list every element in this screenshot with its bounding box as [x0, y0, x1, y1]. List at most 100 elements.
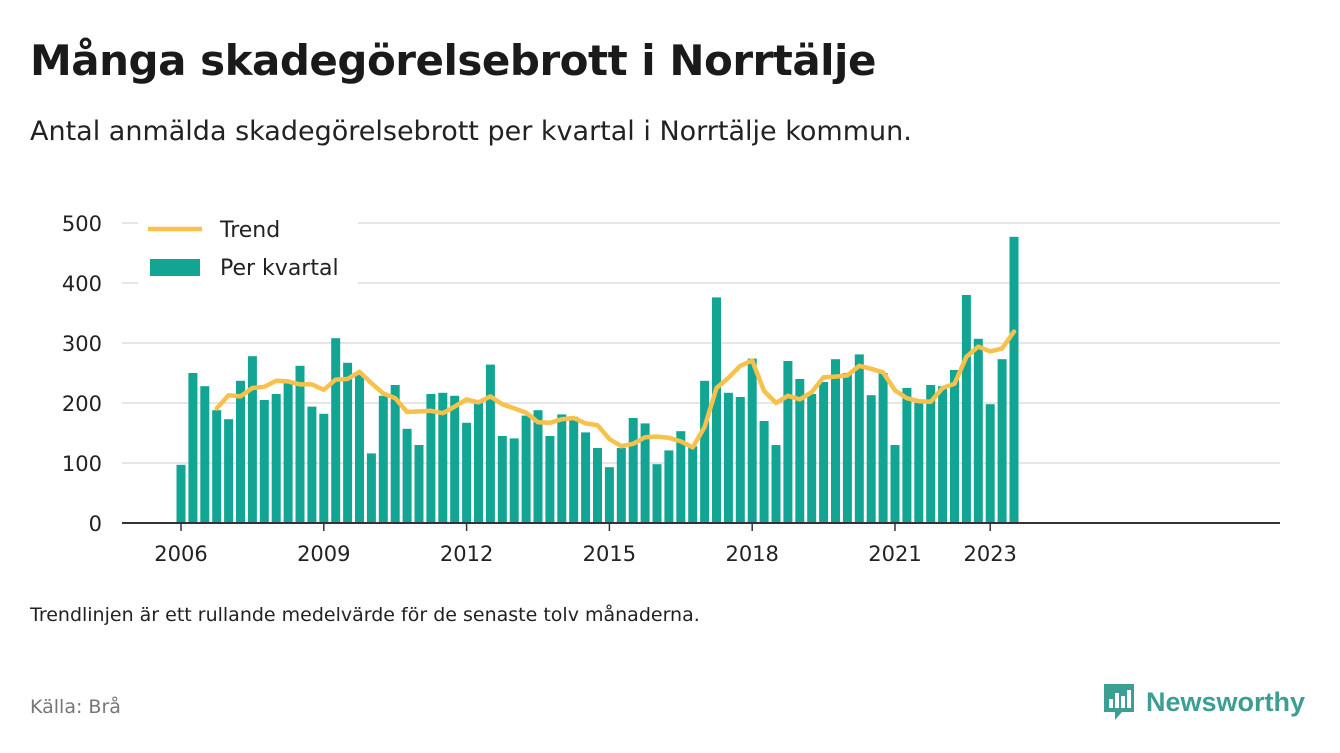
- x-tick-label: 2023: [963, 542, 1016, 566]
- bar: [247, 356, 257, 523]
- bar: [831, 359, 840, 523]
- bar: [640, 423, 650, 523]
- bar: [700, 380, 710, 523]
- bar: [366, 453, 376, 523]
- bar: [438, 392, 448, 523]
- legend: Trend Per kvartal: [138, 212, 358, 284]
- bar: [664, 450, 674, 523]
- bar: [961, 295, 971, 523]
- bar: [759, 421, 769, 523]
- bar: [926, 385, 936, 523]
- bar: [497, 436, 507, 523]
- bar: [545, 436, 555, 523]
- bar: [735, 397, 745, 523]
- y-tick-label: 300: [62, 332, 102, 356]
- bar: [331, 338, 341, 523]
- y-tick-label: 200: [62, 392, 102, 416]
- bar: [902, 388, 912, 523]
- bar: [676, 431, 686, 523]
- bar: [474, 403, 483, 523]
- y-tick-label: 400: [62, 272, 102, 296]
- bar: [938, 386, 948, 523]
- legend-bar-label: Per kvartal: [220, 256, 339, 281]
- newsworthy-bar-chart-icon: [1104, 684, 1134, 720]
- bar: [1009, 236, 1019, 524]
- chart-area: 0 100 200 300 400 500 2006 2009 2012 2015 2018 2021…: [62, 212, 1280, 566]
- bar: [295, 365, 305, 523]
- x-tick-label: 2009: [297, 542, 350, 566]
- bar: [212, 410, 222, 523]
- bar: [307, 406, 317, 523]
- x-tick-label: 2012: [440, 542, 493, 566]
- bar: [283, 383, 293, 523]
- bar: [723, 392, 733, 523]
- bar: [557, 414, 567, 523]
- bar: [628, 418, 638, 523]
- bar: [224, 419, 234, 523]
- legend-bar-swatch: [150, 259, 200, 276]
- bar: [997, 359, 1007, 523]
- bar: [533, 410, 543, 523]
- bar: [450, 395, 460, 523]
- legend-trend-label: Trend: [219, 218, 280, 243]
- brand-logo: Newsworthy: [1102, 682, 1305, 722]
- bar: [914, 403, 924, 523]
- bar: [355, 373, 364, 523]
- x-tick-label: 2015: [583, 542, 636, 566]
- bar: [509, 438, 519, 523]
- bar: [343, 362, 353, 523]
- bar: [878, 373, 888, 523]
- bar: [973, 338, 983, 523]
- y-tick-label: 0: [89, 512, 102, 536]
- bar: [950, 370, 959, 523]
- bar: [390, 385, 400, 523]
- bar: [521, 415, 531, 523]
- bar: [795, 379, 805, 523]
- y-tick-label: 500: [62, 212, 102, 236]
- bar: [188, 373, 198, 523]
- bar: [652, 464, 662, 523]
- y-tick-label: 100: [62, 452, 102, 476]
- bar: [604, 467, 614, 523]
- chart-subtitle: Antal anmälda skadegörelsebrott per kvar…: [30, 116, 912, 147]
- bar: [771, 445, 781, 523]
- bar: [747, 358, 757, 523]
- bar: [414, 445, 424, 523]
- bar: [259, 400, 269, 523]
- bar: [854, 354, 864, 523]
- trend-series: [214, 329, 1017, 450]
- bar: [569, 416, 579, 523]
- bar: [462, 422, 472, 523]
- axes: 0 100 200 300 400 500 2006 2009 2012 2015 2018 2021…: [62, 212, 1280, 566]
- bar: [712, 297, 721, 523]
- bar: [402, 428, 412, 523]
- bar: [783, 361, 793, 523]
- bar: [985, 404, 995, 523]
- bar: [807, 394, 817, 523]
- bar: [426, 394, 436, 523]
- bar: [593, 448, 602, 523]
- bar: [236, 380, 245, 523]
- bar: [842, 373, 852, 523]
- brand-name: Newsworthy: [1146, 686, 1306, 717]
- source-label: Källa: Brå: [30, 696, 121, 718]
- trend-note: Trendlinjen är ett rullande medelvärde f…: [30, 604, 700, 626]
- bar: [485, 364, 495, 523]
- bar: [616, 448, 626, 523]
- bar: [581, 432, 591, 523]
- bar-series: [176, 236, 1019, 524]
- bar: [688, 446, 698, 523]
- bar: [866, 395, 876, 523]
- trend-line: [214, 329, 1017, 450]
- x-tick-label: 2018: [725, 542, 778, 566]
- bar: [271, 394, 281, 523]
- bar: [319, 413, 329, 523]
- bar: [890, 445, 900, 523]
- bar: [819, 382, 829, 523]
- x-tick-label: 2006: [154, 542, 207, 566]
- bar: [200, 386, 210, 523]
- bar: [378, 395, 388, 523]
- x-tick-label: 2021: [868, 542, 921, 566]
- chart-title: Många skadegörelsebrott i Norrtälje: [30, 36, 876, 85]
- bar: [176, 464, 186, 523]
